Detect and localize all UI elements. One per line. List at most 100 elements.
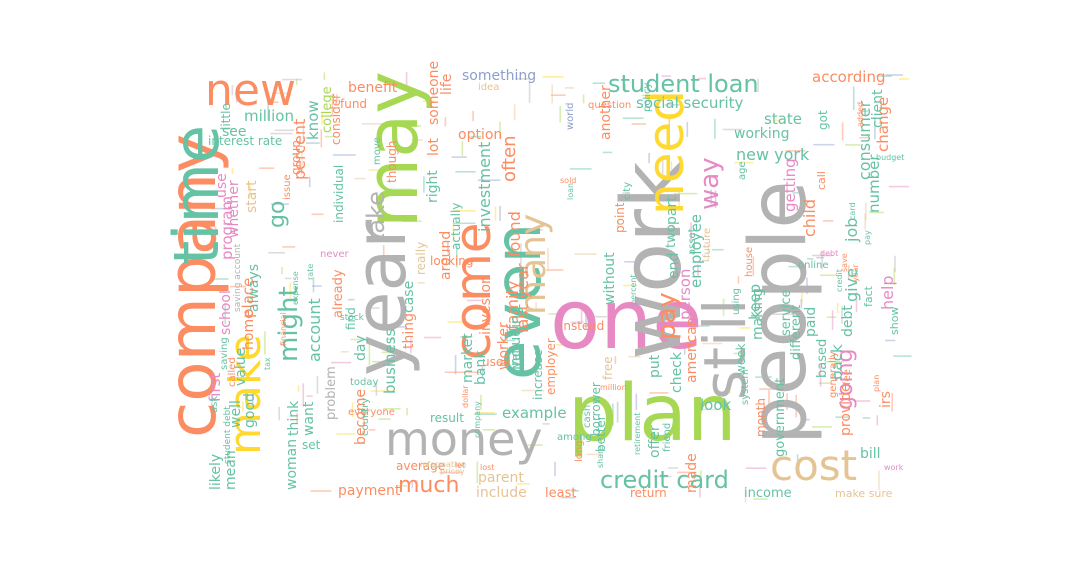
cloud-word: return bbox=[630, 486, 667, 500]
filler-word-mark bbox=[855, 292, 858, 313]
cloud-word: saving bbox=[219, 337, 230, 370]
cloud-word: ask bbox=[209, 396, 220, 413]
cloud-word: loan bbox=[566, 183, 575, 200]
filler-word-mark bbox=[306, 142, 320, 144]
filler-word-mark bbox=[547, 248, 549, 272]
filler-word-mark bbox=[561, 496, 576, 499]
filler-word-mark bbox=[661, 155, 664, 175]
cloud-word: world bbox=[565, 102, 576, 130]
filler-word-mark bbox=[722, 128, 743, 131]
filler-word-mark bbox=[423, 336, 442, 339]
filler-word-mark bbox=[390, 188, 413, 191]
filler-word-mark bbox=[864, 213, 866, 230]
cloud-word: call bbox=[815, 171, 828, 190]
cloud-word: retirement bbox=[633, 413, 642, 455]
cloud-word: got bbox=[816, 110, 830, 130]
filler-word-mark bbox=[316, 376, 319, 394]
filler-word-mark bbox=[501, 339, 516, 342]
filler-word-mark bbox=[231, 168, 234, 174]
cloud-word: pay bbox=[652, 292, 682, 340]
filler-word-mark bbox=[796, 454, 799, 474]
cloud-word: sold bbox=[560, 176, 576, 185]
cloud-word: move bbox=[372, 137, 383, 165]
filler-word-mark bbox=[520, 243, 522, 268]
cloud-word: little bbox=[219, 103, 233, 130]
cloud-word: whether bbox=[226, 180, 242, 238]
cloud-word: irs bbox=[878, 391, 894, 408]
filler-word-mark bbox=[550, 94, 566, 96]
cloud-word: good bbox=[242, 393, 258, 428]
filler-word-mark bbox=[635, 393, 638, 410]
cloud-word: offer bbox=[647, 425, 663, 458]
cloud-word: investment bbox=[475, 142, 494, 232]
cloud-word: keep bbox=[746, 284, 764, 320]
cloud-word: paid bbox=[803, 307, 819, 337]
filler-word-mark bbox=[336, 94, 338, 103]
filler-word-mark bbox=[874, 117, 876, 140]
filler-word-mark bbox=[348, 298, 355, 301]
filler-word-mark bbox=[739, 327, 751, 329]
cloud-word: become bbox=[353, 389, 369, 445]
filler-word-mark bbox=[792, 192, 805, 194]
cloud-word: system bbox=[740, 369, 751, 405]
filler-word-mark bbox=[664, 104, 681, 106]
filler-word-mark bbox=[678, 189, 680, 210]
cloud-word: city bbox=[622, 182, 633, 200]
filler-word-mark bbox=[714, 190, 717, 208]
cloud-word: idea bbox=[478, 82, 499, 93]
cloud-word: always bbox=[246, 264, 262, 312]
filler-word-mark bbox=[614, 356, 617, 364]
cloud-word: even bbox=[482, 223, 556, 380]
filler-word-mark bbox=[586, 453, 601, 456]
cloud-word: value bbox=[233, 348, 249, 386]
cloud-word: really bbox=[414, 242, 428, 275]
cloud-word: different bbox=[789, 305, 804, 360]
cloud-word: way bbox=[695, 157, 725, 210]
filler-word-mark bbox=[451, 156, 467, 158]
cloud-word: start bbox=[244, 180, 260, 213]
cloud-word: likely bbox=[208, 454, 224, 490]
filler-word-mark bbox=[278, 407, 280, 421]
filler-word-mark bbox=[813, 143, 835, 146]
cloud-word: make bbox=[220, 334, 271, 455]
filler-word-mark bbox=[580, 307, 583, 323]
filler-word-mark bbox=[786, 393, 788, 410]
filler-word-mark bbox=[888, 185, 909, 188]
cloud-word: number bbox=[865, 154, 883, 213]
filler-word-mark bbox=[308, 176, 311, 188]
cloud-word: getting bbox=[781, 158, 799, 212]
filler-word-mark bbox=[499, 205, 501, 221]
cloud-word: added bbox=[856, 102, 865, 127]
filler-word-mark bbox=[602, 151, 613, 154]
filler-word-mark bbox=[818, 382, 832, 384]
cloud-word: borrower bbox=[589, 382, 603, 436]
cloud-word: financial bbox=[279, 312, 288, 346]
filler-word-mark bbox=[282, 246, 296, 248]
filler-word-mark bbox=[734, 161, 754, 164]
cloud-word: school bbox=[218, 290, 234, 335]
cloud-word: today bbox=[350, 377, 379, 388]
filler-word-mark bbox=[763, 400, 765, 419]
filler-word-mark bbox=[515, 78, 529, 80]
filler-word-mark bbox=[236, 87, 238, 103]
cloud-word: might bbox=[274, 286, 304, 362]
cloud-word: interest rate bbox=[208, 134, 282, 148]
cloud-word: make sure bbox=[835, 487, 893, 500]
cloud-word: friend bbox=[662, 423, 673, 452]
filler-word-mark bbox=[824, 361, 844, 363]
cloud-word: instead bbox=[560, 319, 604, 333]
filler-word-mark bbox=[876, 75, 893, 77]
cloud-word: want bbox=[301, 401, 317, 436]
filler-word-mark bbox=[535, 302, 537, 310]
cloud-word: someone bbox=[426, 61, 442, 125]
filler-word-mark bbox=[894, 255, 896, 273]
filler-word-mark bbox=[285, 277, 292, 280]
cloud-word: used bbox=[482, 355, 511, 369]
cloud-word: generally bbox=[828, 351, 839, 398]
cloud-word: consumer bbox=[855, 100, 874, 180]
cloud-word: group bbox=[289, 140, 303, 175]
cloud-word: program bbox=[218, 196, 236, 260]
filler-word-mark bbox=[405, 72, 408, 91]
filler-word-mark bbox=[806, 277, 808, 294]
cloud-word: card bbox=[848, 202, 857, 220]
